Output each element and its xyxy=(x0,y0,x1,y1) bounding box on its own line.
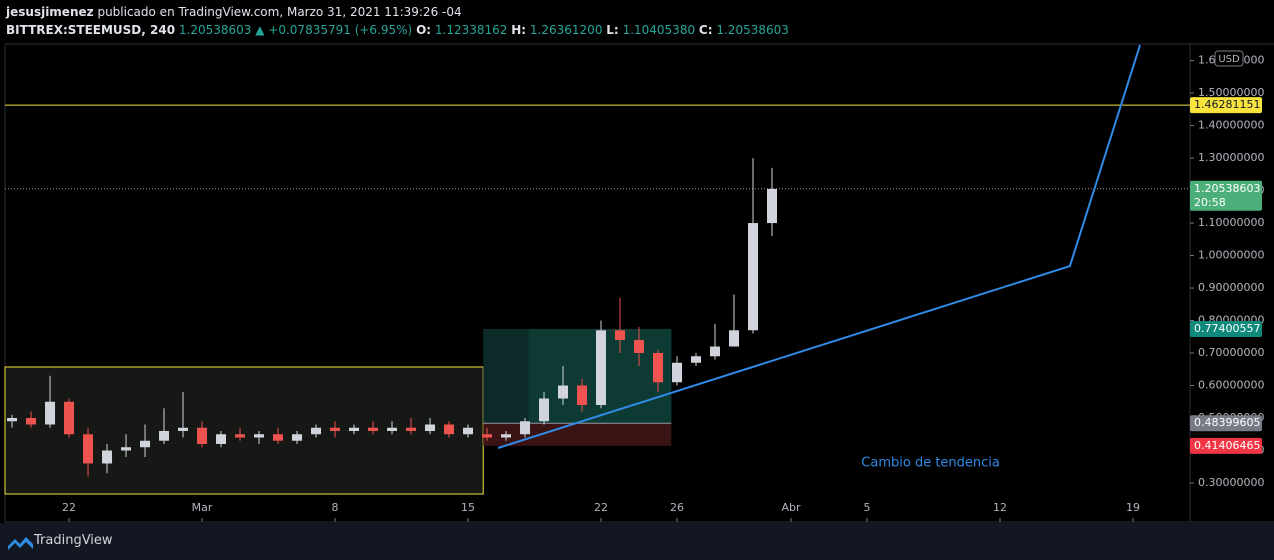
candle-body xyxy=(577,385,588,405)
price-label: 0.77400557 xyxy=(1194,322,1260,335)
candle-body xyxy=(368,427,379,431)
candle-body xyxy=(672,362,683,383)
brand[interactable]: TradingView xyxy=(34,533,113,548)
y-tick-label: 1.00000000 xyxy=(1198,249,1264,262)
candle-body xyxy=(653,353,664,383)
price-label-box xyxy=(1190,437,1262,454)
candle-body xyxy=(45,401,56,425)
arrow: ▲ xyxy=(255,23,265,37)
candle-body xyxy=(254,434,265,438)
candle-body xyxy=(311,427,322,435)
candle-body xyxy=(520,421,531,435)
logo[interactable] xyxy=(6,532,36,552)
candle-body xyxy=(691,356,702,363)
user[interactable]: jesusjimenez xyxy=(6,5,94,19)
candle-body xyxy=(501,434,512,438)
price-label-box xyxy=(1190,97,1262,114)
x-tick-label: 5 xyxy=(864,501,871,514)
y-tick-label: 1.30000000 xyxy=(1198,151,1264,164)
candle-body xyxy=(387,427,398,431)
x-tick-label: 22 xyxy=(594,501,608,514)
x-tick-label: Mar xyxy=(192,501,213,514)
candle-body xyxy=(26,417,37,425)
h-label: H: xyxy=(511,23,527,37)
price-label: 0.48399605 xyxy=(1194,416,1260,429)
y-tick-label: 1.50000000 xyxy=(1198,86,1264,99)
price-label-box xyxy=(1190,320,1262,337)
header: jesusjimenez publicado en TradingView.co… xyxy=(6,3,789,39)
candle-body xyxy=(596,330,607,405)
candle-body xyxy=(330,427,341,431)
price-countdown: 20:58 xyxy=(1194,196,1226,209)
c-label: C: xyxy=(698,23,713,37)
candle-body xyxy=(463,427,474,435)
candle-body xyxy=(482,434,493,438)
candle-body xyxy=(748,223,759,331)
y-tick-label: 1.10000000 xyxy=(1198,216,1264,229)
o: 1.12338162 xyxy=(434,23,508,37)
x-tick-label: 8 xyxy=(332,501,339,514)
candle-body xyxy=(349,427,360,431)
l-label: L: xyxy=(606,23,619,37)
candle-body xyxy=(558,385,569,399)
footer: TradingView xyxy=(0,523,1274,560)
y-tick-label: 0.70000000 xyxy=(1198,346,1264,359)
y-tick-label: 0.60000000 xyxy=(1198,379,1264,392)
change: +0.07835791 (+6.95%) xyxy=(268,23,413,37)
candle-body xyxy=(178,427,189,431)
x-tick-label: 26 xyxy=(670,501,684,514)
currency-badge: USD xyxy=(1218,54,1240,65)
x-tick-label: 15 xyxy=(461,501,475,514)
candle-body xyxy=(729,330,740,347)
symbol[interactable]: BITTREX:STEEMUSD, 240 xyxy=(6,23,176,37)
range-box xyxy=(4,366,484,495)
candle-body xyxy=(235,434,246,438)
annotation: Cambio de tendencia xyxy=(861,455,1000,470)
trendline xyxy=(497,44,1141,449)
price-label-box xyxy=(1190,415,1262,432)
candle-body xyxy=(710,346,721,357)
h: 1.26361200 xyxy=(529,23,603,37)
candle-body xyxy=(83,434,94,464)
candle-body xyxy=(159,430,170,441)
candle-body xyxy=(767,188,778,224)
candle-body xyxy=(121,447,132,451)
currency-badge-box xyxy=(1214,50,1244,67)
candle-body xyxy=(197,427,208,444)
candle-body xyxy=(273,434,284,441)
y-tick-label: 0.90000000 xyxy=(1198,281,1264,294)
chart: 0.300000000.400000000.500000000.60000000… xyxy=(4,43,1274,523)
y-tick-label: 0.30000000 xyxy=(1198,476,1264,489)
x-tick-label: 22 xyxy=(62,501,76,514)
o-label: O: xyxy=(416,23,432,37)
price-label: 1.20538603 xyxy=(1194,182,1260,195)
candle-body xyxy=(7,417,18,422)
candle-body xyxy=(140,440,151,448)
price-label-box xyxy=(1190,180,1262,211)
c: 1.20538603 xyxy=(716,23,789,37)
candle-body xyxy=(102,450,113,464)
candle-body xyxy=(634,340,645,354)
x-tick-label: 19 xyxy=(1126,501,1140,514)
l: 1.10405380 xyxy=(622,23,696,37)
candle-body xyxy=(406,427,417,431)
candle-body xyxy=(216,434,227,444)
header-line-1: jesusjimenez publicado en TradingView.co… xyxy=(6,3,789,21)
y-tick-label: 1.40000000 xyxy=(1198,119,1264,132)
x-tick-label: 12 xyxy=(993,501,1007,514)
stop-zone xyxy=(483,423,672,446)
candle-body xyxy=(539,398,550,422)
price-label: 0.41406465 xyxy=(1194,439,1260,452)
published: publicado en TradingView.com, Marzo 31, … xyxy=(97,5,462,19)
x-tick-label: Abr xyxy=(781,501,801,514)
last: 1.20538603 xyxy=(178,23,252,37)
candle-body xyxy=(444,424,455,435)
candle-body xyxy=(615,330,626,341)
price-label: 1.46281151 xyxy=(1194,98,1260,111)
candle-body xyxy=(425,424,436,431)
header-line-2: BITTREX:STEEMUSD, 240 1.20538603 ▲ +0.07… xyxy=(6,21,789,39)
candle-body xyxy=(292,434,303,441)
candle-body xyxy=(64,401,75,435)
